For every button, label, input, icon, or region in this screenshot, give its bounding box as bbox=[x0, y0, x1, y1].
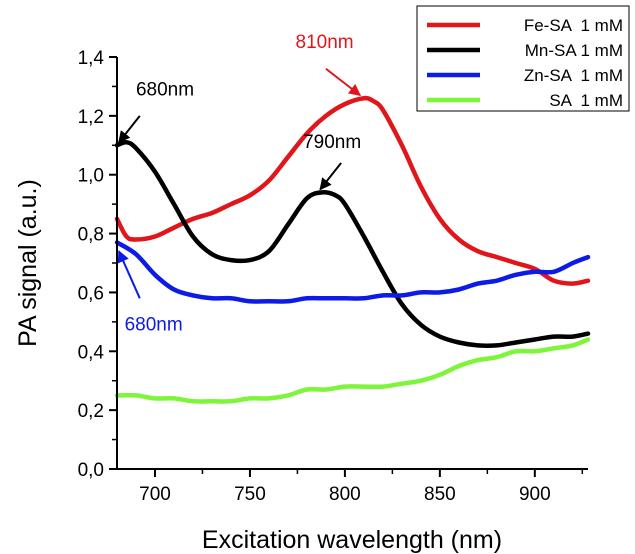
x-tick-label: 850 bbox=[424, 484, 456, 505]
y-axis-title: PA signal (a.u.) bbox=[14, 179, 42, 347]
y-tick-label: 0,4 bbox=[78, 342, 105, 363]
annotation-label: 680nm bbox=[136, 79, 194, 100]
series-line-fe-sa-1-mm bbox=[114, 95, 591, 286]
series-line-mn-sa-1-mm bbox=[114, 140, 591, 349]
x-tick-label: 900 bbox=[519, 484, 551, 505]
legend: Fe-SA 1 mM Mn-SA 1 mM Zn-SA 1 mM SA 1 mM bbox=[416, 5, 630, 112]
annotation-arrow bbox=[117, 250, 141, 299]
x-tick-label: 800 bbox=[329, 484, 361, 505]
y-tick-label: 0,8 bbox=[78, 225, 104, 246]
y-ticks: 0,0 0,2 0,4 0,6 0,8 1,0 1,2 1,4 bbox=[78, 48, 117, 481]
x-tick-label: 750 bbox=[234, 484, 266, 505]
series-line-zn-sa-1-mm bbox=[114, 240, 591, 304]
y-tick-label: 1,2 bbox=[78, 107, 104, 128]
legend-label-fe-sa-1-mm: Fe-SA 1 mM bbox=[524, 16, 623, 35]
y-tick-label: 0,2 bbox=[78, 401, 104, 422]
legend-label-sa-1-mm: SA 1 mM bbox=[549, 91, 623, 110]
annotation-arrow bbox=[118, 115, 141, 144]
x-tick-label: 700 bbox=[139, 484, 171, 505]
annotation-label: 810nm bbox=[296, 32, 354, 53]
y-tick-label: 0,6 bbox=[78, 283, 104, 304]
legend-label-mn-sa-1-mm: Mn-SA 1 mM bbox=[525, 41, 623, 60]
y-tick-label: 1,4 bbox=[78, 48, 105, 69]
y-tick-label: 1,0 bbox=[78, 166, 104, 187]
x-axis-title: Excitation wavelength (nm) bbox=[202, 526, 502, 554]
annotations: 810nm 680nm 790nm 680nm bbox=[117, 32, 362, 336]
series-lines bbox=[114, 95, 591, 404]
y-tick-label: 0,0 bbox=[78, 460, 104, 481]
annotation-label: 680nm bbox=[125, 315, 183, 336]
annotation-arrow bbox=[325, 67, 362, 97]
x-ticks: 700 750 800 850 900 bbox=[139, 469, 584, 505]
annotation-label: 790nm bbox=[303, 132, 361, 153]
annotation-arrow bbox=[319, 162, 342, 191]
legend-label-zn-sa-1-mm: Zn-SA 1 mM bbox=[524, 66, 623, 85]
series-line-sa-1-mm bbox=[114, 337, 591, 404]
